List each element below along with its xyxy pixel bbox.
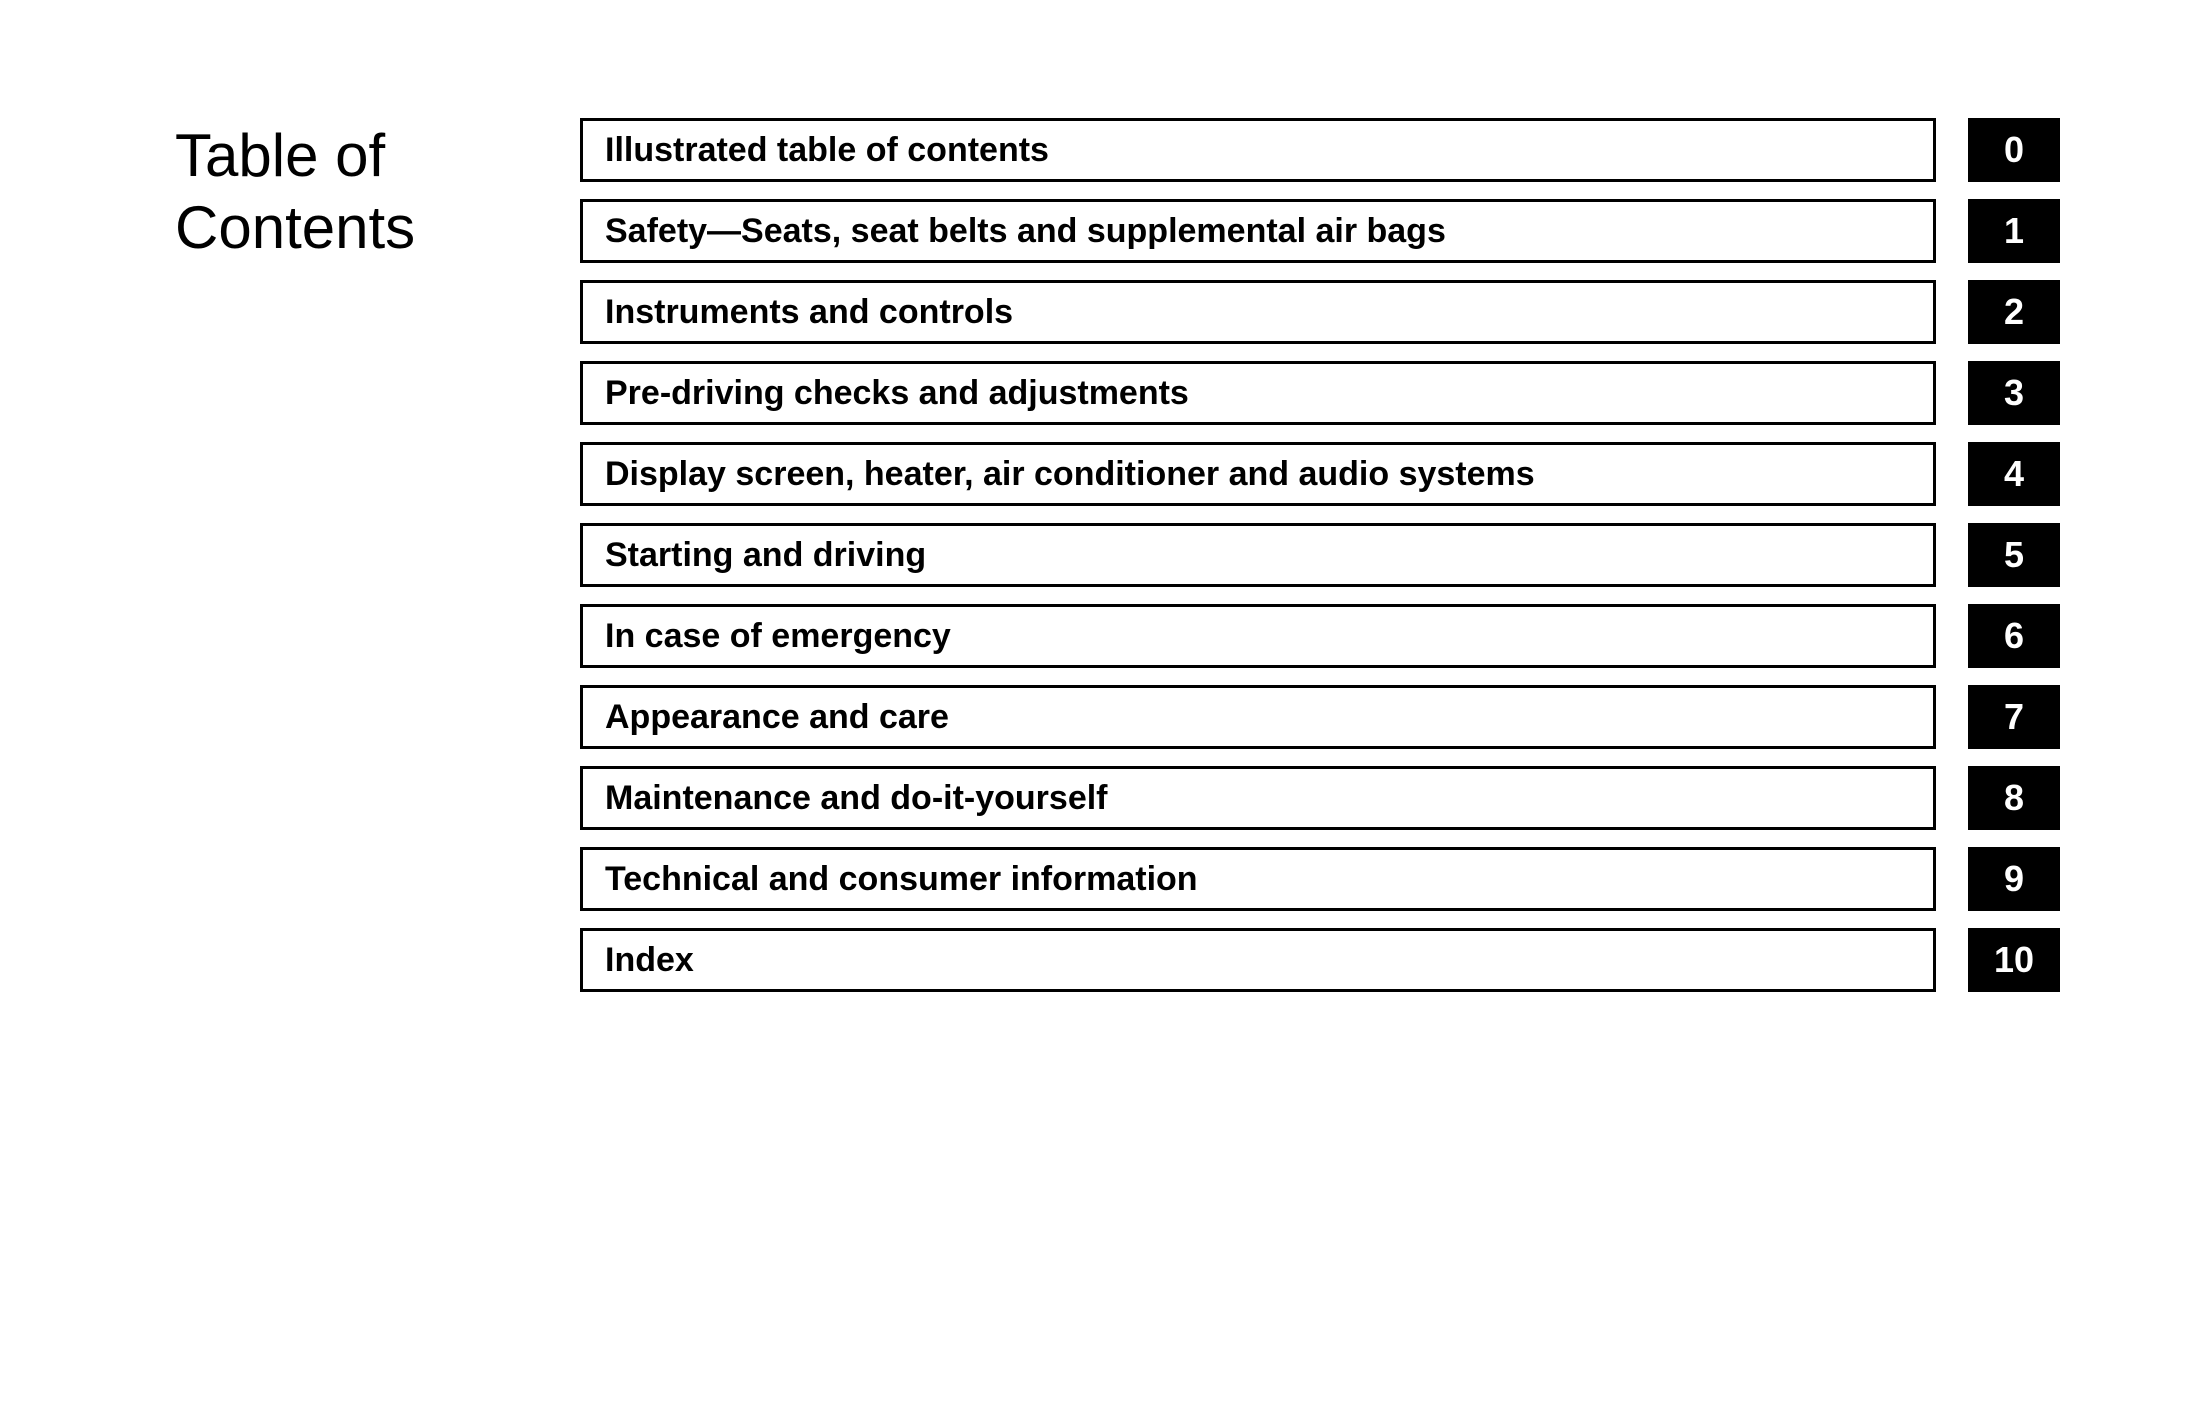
toc-number: 4 xyxy=(1968,442,2060,506)
page-heading-line2: Contents xyxy=(175,192,415,264)
toc-label: In case of emergency xyxy=(580,604,1936,668)
toc-container: Illustrated table of contents 0 Safety—S… xyxy=(580,118,2060,1009)
page-heading-line1: Table of xyxy=(175,120,415,192)
toc-label: Appearance and care xyxy=(580,685,1936,749)
toc-label: Display screen, heater, air conditioner … xyxy=(580,442,1936,506)
toc-number: 7 xyxy=(1968,685,2060,749)
toc-label: Instruments and controls xyxy=(580,280,1936,344)
toc-number: 1 xyxy=(1968,199,2060,263)
toc-row[interactable]: Safety—Seats, seat belts and supplementa… xyxy=(580,199,2060,263)
toc-label: Starting and driving xyxy=(580,523,1936,587)
toc-number: 5 xyxy=(1968,523,2060,587)
toc-number: 8 xyxy=(1968,766,2060,830)
toc-number: 2 xyxy=(1968,280,2060,344)
toc-row[interactable]: In case of emergency 6 xyxy=(580,604,2060,668)
toc-row[interactable]: Pre-driving checks and adjustments 3 xyxy=(580,361,2060,425)
toc-row[interactable]: Maintenance and do-it-yourself 8 xyxy=(580,766,2060,830)
toc-label: Pre-driving checks and adjustments xyxy=(580,361,1936,425)
toc-number: 9 xyxy=(1968,847,2060,911)
toc-label: Safety—Seats, seat belts and supplementa… xyxy=(580,199,1936,263)
page-heading: Table of Contents xyxy=(175,120,415,264)
toc-row[interactable]: Technical and consumer information 9 xyxy=(580,847,2060,911)
toc-number: 10 xyxy=(1968,928,2060,992)
toc-label: Illustrated table of contents xyxy=(580,118,1936,182)
toc-row[interactable]: Instruments and controls 2 xyxy=(580,280,2060,344)
toc-number: 6 xyxy=(1968,604,2060,668)
toc-number: 0 xyxy=(1968,118,2060,182)
toc-label: Technical and consumer information xyxy=(580,847,1936,911)
toc-row[interactable]: Illustrated table of contents 0 xyxy=(580,118,2060,182)
toc-label: Maintenance and do-it-yourself xyxy=(580,766,1936,830)
toc-number: 3 xyxy=(1968,361,2060,425)
toc-row[interactable]: Index 10 xyxy=(580,928,2060,992)
toc-row[interactable]: Starting and driving 5 xyxy=(580,523,2060,587)
toc-row[interactable]: Appearance and care 7 xyxy=(580,685,2060,749)
toc-label: Index xyxy=(580,928,1936,992)
toc-row[interactable]: Display screen, heater, air conditioner … xyxy=(580,442,2060,506)
